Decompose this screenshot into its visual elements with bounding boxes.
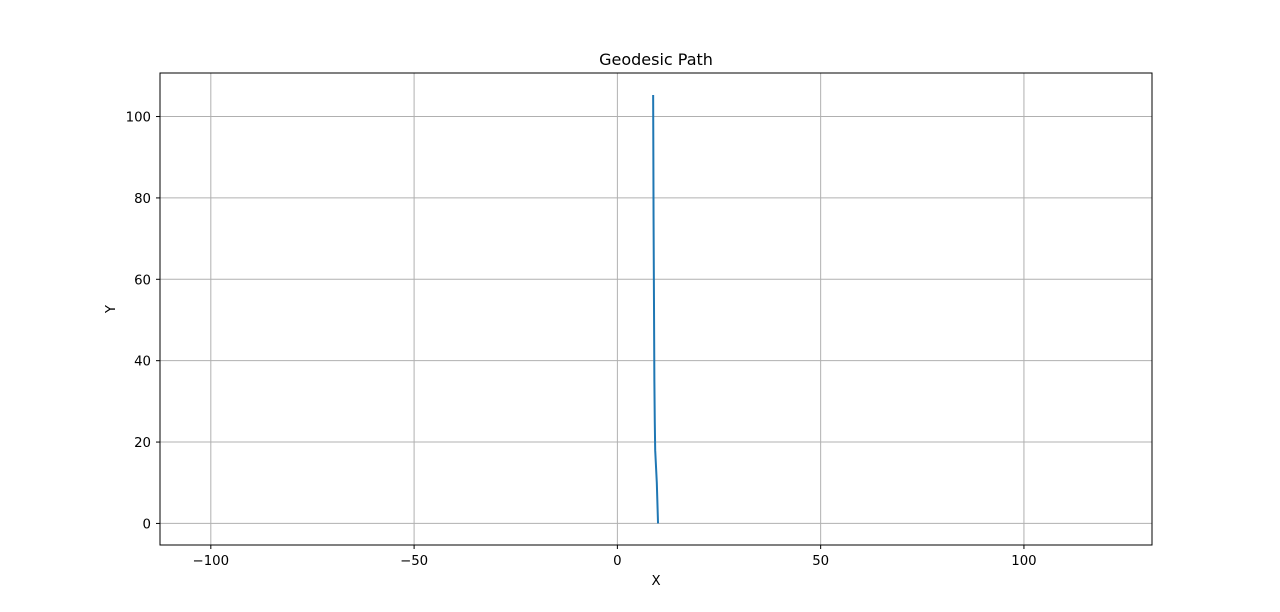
y-tick-label: 60	[134, 273, 151, 288]
x-tick-label: 100	[1011, 554, 1036, 569]
y-axis-label: Y	[104, 304, 119, 314]
x-tick-label: 0	[613, 554, 621, 569]
x-tick-label: 50	[812, 554, 829, 569]
y-tick-label: 80	[134, 192, 151, 207]
y-tick-label: 100	[126, 111, 151, 126]
ticks: −100 −50 0 50 100 0 20 40 60 80 100	[126, 111, 1037, 569]
y-tick-label: 20	[134, 436, 151, 451]
grid	[160, 73, 1152, 545]
x-axis-label: X	[651, 574, 660, 589]
y-tick-label: 0	[143, 517, 151, 532]
y-tick-label: 40	[134, 355, 151, 370]
series-line-0	[652, 94, 660, 524]
plot-frame	[159, 72, 1153, 546]
x-tick-label: −100	[193, 554, 230, 569]
chart-title: Geodesic Path	[599, 50, 713, 69]
plot-lines	[652, 94, 660, 524]
x-tick-label: −50	[400, 554, 428, 569]
